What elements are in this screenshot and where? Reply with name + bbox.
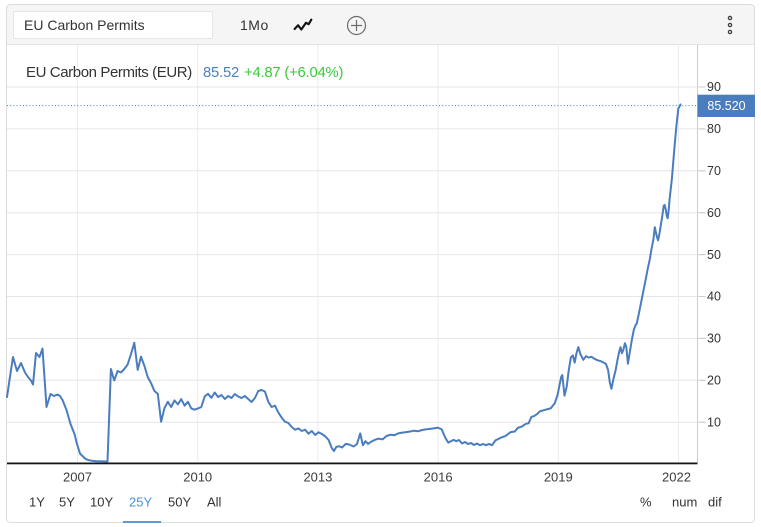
svg-text:2019: 2019 <box>544 470 573 485</box>
svg-text:10Y: 10Y <box>90 495 113 510</box>
svg-text:85.520: 85.520 <box>707 99 745 113</box>
svg-text:25Y: 25Y <box>129 495 152 510</box>
svg-text:%: % <box>640 495 652 510</box>
svg-text:2010: 2010 <box>183 470 212 485</box>
svg-text:2007: 2007 <box>63 470 92 485</box>
svg-text:+4.87 (+6.04%): +4.87 (+6.04%) <box>244 65 343 81</box>
svg-text:85.52: 85.52 <box>203 65 239 81</box>
svg-text:EU Carbon Permits (EUR): EU Carbon Permits (EUR) <box>26 64 192 81</box>
svg-text:EU Carbon Permits: EU Carbon Permits <box>24 17 145 33</box>
svg-text:1Y: 1Y <box>29 495 45 510</box>
svg-text:50: 50 <box>707 248 721 262</box>
svg-text:num: num <box>672 495 697 510</box>
svg-text:10: 10 <box>707 415 721 429</box>
svg-text:40: 40 <box>707 290 721 304</box>
svg-text:2022: 2022 <box>662 470 691 485</box>
svg-text:80: 80 <box>707 122 721 136</box>
svg-text:50Y: 50Y <box>168 495 191 510</box>
svg-text:2016: 2016 <box>424 470 453 485</box>
svg-text:70: 70 <box>707 164 721 178</box>
svg-text:dif: dif <box>708 495 722 510</box>
svg-text:5Y: 5Y <box>59 495 75 510</box>
svg-text:30: 30 <box>707 332 721 346</box>
svg-text:20: 20 <box>707 374 721 388</box>
svg-text:60: 60 <box>707 206 721 220</box>
svg-text:1Mo: 1Mo <box>240 17 269 33</box>
svg-text:All: All <box>207 495 222 510</box>
svg-text:2013: 2013 <box>303 470 332 485</box>
svg-text:90: 90 <box>707 80 721 94</box>
